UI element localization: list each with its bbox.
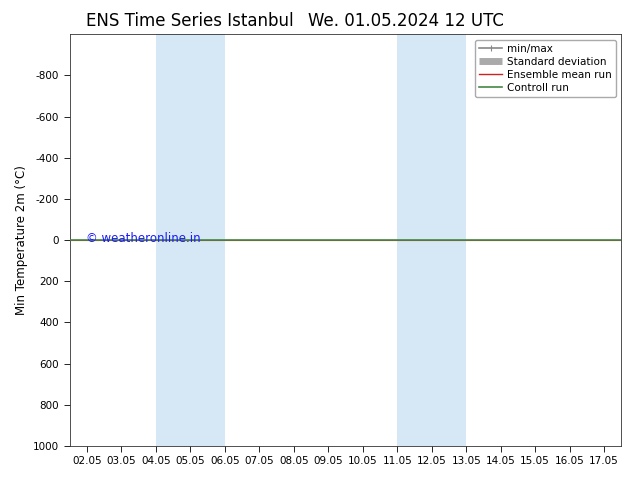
Bar bbox=[156, 34, 225, 446]
Legend: min/max, Standard deviation, Ensemble mean run, Controll run: min/max, Standard deviation, Ensemble me… bbox=[475, 40, 616, 97]
Text: © weatheronline.in: © weatheronline.in bbox=[86, 232, 201, 245]
Text: We. 01.05.2024 12 UTC: We. 01.05.2024 12 UTC bbox=[308, 12, 503, 30]
Y-axis label: Min Temperature 2m (°C): Min Temperature 2m (°C) bbox=[15, 165, 28, 315]
Text: ENS Time Series Istanbul: ENS Time Series Istanbul bbox=[86, 12, 294, 30]
Bar bbox=[398, 34, 466, 446]
